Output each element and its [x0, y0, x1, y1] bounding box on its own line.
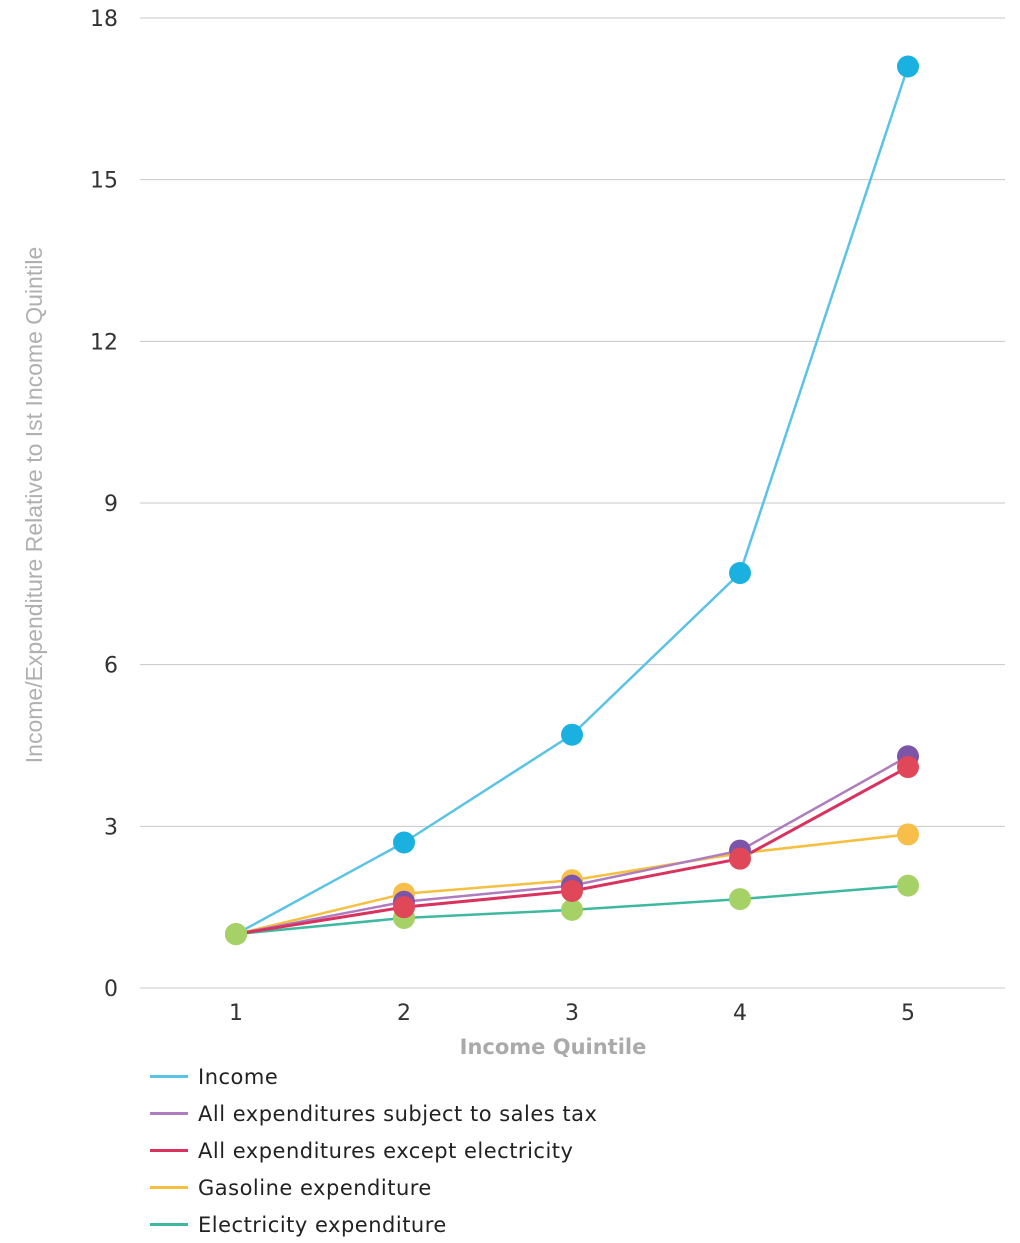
- legend-item: All expenditures except electricity: [150, 1132, 597, 1169]
- x-axis-label: Income Quintile: [460, 1035, 647, 1059]
- y-tick-label: 15: [90, 169, 118, 194]
- legend-item: Electricity expenditure: [150, 1206, 597, 1243]
- data-point: [729, 888, 751, 911]
- data-point: [561, 898, 583, 921]
- x-tick-label: 3: [565, 1001, 579, 1026]
- legend-swatch: [150, 1186, 188, 1189]
- x-tick-label: 5: [901, 1001, 915, 1026]
- y-tick-label: 3: [104, 815, 118, 840]
- legend-swatch: [150, 1112, 188, 1115]
- data-point: [729, 847, 751, 870]
- legend-label: Electricity expenditure: [198, 1212, 447, 1237]
- series-line-1: [235, 66, 910, 936]
- data-point: [729, 562, 751, 585]
- data-point: [393, 896, 415, 919]
- data-point: [393, 831, 415, 854]
- legend: Income All expenditures subject to sales …: [150, 1058, 597, 1243]
- data-point: [897, 874, 919, 897]
- legend-item: Gasoline expenditure: [150, 1169, 597, 1206]
- legend-swatch: [150, 1075, 188, 1078]
- y-tick-label: 6: [104, 654, 118, 679]
- legend-label: All expenditures except electricity: [198, 1138, 574, 1163]
- data-point: [561, 880, 583, 902]
- legend-item: All expenditures subject to sales tax: [150, 1095, 597, 1132]
- x-tick-label: 1: [229, 1001, 243, 1026]
- x-tick-label: 2: [397, 1001, 411, 1026]
- legend-swatch: [150, 1149, 188, 1152]
- legend-swatch: [150, 1223, 188, 1226]
- x-tick-label: 4: [733, 1001, 747, 1026]
- data-point: [561, 723, 583, 746]
- y-tick-label: 9: [104, 492, 118, 517]
- data-point: [897, 55, 919, 78]
- legend-label: Gasoline expenditure: [198, 1175, 432, 1200]
- y-tick-label: 18: [90, 7, 118, 32]
- data-point: [225, 923, 247, 946]
- data-point: [897, 756, 919, 779]
- y-tick-label: 12: [90, 330, 118, 355]
- data-point: [897, 823, 919, 846]
- y-axis-label: Income/Expenditure Relative to Ist Incom…: [21, 247, 47, 763]
- legend-item: Income: [150, 1058, 597, 1095]
- legend-label: All expenditures subject to sales tax: [198, 1101, 598, 1126]
- legend-label: Income: [198, 1064, 279, 1089]
- y-tick-label: 0: [104, 977, 118, 1002]
